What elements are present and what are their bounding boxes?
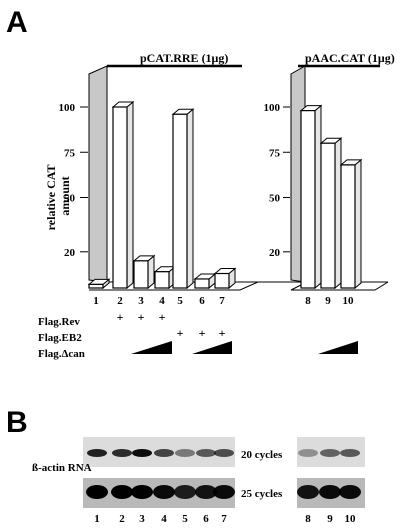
treatment-plus: +	[219, 326, 226, 340]
band-25-lane-5	[174, 485, 196, 499]
dose-ramp-wedge	[318, 341, 358, 354]
y-tick-label-left: 100	[59, 102, 76, 114]
y-axis-label: relative CAT amount	[44, 162, 72, 231]
y-tick-label-right: 50	[269, 193, 281, 205]
band-20-lane-1	[87, 449, 107, 457]
band-20-lane-5	[175, 449, 195, 457]
blot-lane-label-2: 2	[119, 513, 125, 525]
group-label-pcat-rre: pCAT.RRE (1μg)	[140, 51, 228, 65]
y-tick-label-left: 20	[64, 247, 76, 259]
lane-label-7: 7	[219, 295, 225, 307]
band-25-lane-7	[213, 485, 235, 499]
treatment-label: Flag.Δcan	[38, 348, 85, 360]
treatment-label: Flag.Rev	[38, 316, 80, 328]
lane-label-4: 4	[159, 295, 165, 307]
treatment-plus: +	[117, 310, 124, 324]
dose-ramp-wedge	[192, 341, 232, 354]
bar-10	[340, 164, 356, 289]
blot-lane-label-5: 5	[182, 513, 188, 525]
bar-6	[194, 278, 210, 289]
band-20-lane-3	[132, 449, 152, 457]
panel-a-label: A	[6, 6, 28, 39]
group-label-paac-cat: pAAC.CAT (1μg)	[305, 51, 395, 65]
band-20-lane-10	[340, 449, 360, 457]
bar-9	[320, 142, 336, 289]
blot-lane-label-4: 4	[161, 513, 167, 525]
y-tick-label-left: 75	[64, 147, 76, 159]
blot-lane-label-8: 8	[305, 513, 311, 525]
band-25-lane-2	[111, 485, 133, 499]
treatment-plus: +	[159, 310, 166, 324]
band-25-lane-1	[86, 485, 108, 499]
band-20-lane-8	[298, 449, 318, 457]
blot-lane-label-1: 1	[94, 513, 100, 525]
bar-side	[354, 158, 362, 290]
panel-b-label: B	[6, 406, 28, 439]
lane-label-1: 1	[93, 295, 99, 307]
band-25-lane-4	[153, 485, 175, 499]
band-25-lane-6	[195, 485, 217, 499]
band-25-lane-3	[131, 485, 153, 499]
treatment-label: Flag.EB2	[38, 332, 82, 344]
band-label-25: 25 cycles	[241, 488, 283, 500]
blot-lane-label-10: 10	[345, 513, 357, 525]
band-25-lane-8	[297, 485, 319, 499]
lane-label-5: 5	[177, 295, 183, 307]
treatment-plus: +	[138, 310, 145, 324]
treatment-plus: +	[199, 326, 206, 340]
band-25-lane-9	[319, 485, 341, 499]
bar-side	[314, 104, 322, 290]
y-tick-label-right: 75	[269, 147, 281, 159]
y-tick-label-right: 20	[269, 247, 281, 259]
lane-label-3: 3	[138, 295, 144, 307]
back-wall-left	[88, 65, 108, 283]
lane-label-10: 10	[343, 295, 355, 307]
band-20-lane-6	[196, 449, 216, 457]
lane-label-6: 6	[199, 295, 205, 307]
blot-lane-label-7: 7	[221, 513, 227, 525]
band-20-lane-7	[214, 449, 234, 457]
bar-side	[186, 108, 194, 290]
bar-7	[214, 272, 230, 289]
blot-lane-label-6: 6	[203, 513, 209, 525]
lane-label-9: 9	[325, 295, 331, 307]
bar-2	[112, 106, 128, 289]
y-tick-label-right: 100	[264, 102, 281, 114]
y-tick-label-left: 50	[64, 193, 76, 205]
bar-3	[133, 260, 149, 289]
bar-5	[172, 113, 188, 289]
band-20-lane-4	[154, 449, 174, 457]
bar-1	[88, 283, 104, 289]
blot-lane-label-9: 9	[327, 513, 333, 525]
bar-8	[300, 110, 316, 289]
band-20-lane-9	[320, 449, 340, 457]
bar-side	[126, 100, 134, 290]
treatment-plus: +	[177, 326, 184, 340]
band-25-lane-10	[339, 485, 361, 499]
blot-row-label: ß-actin RNA	[32, 462, 92, 474]
lane-label-2: 2	[117, 295, 123, 307]
band-20-lane-2	[112, 449, 132, 457]
bar-side	[334, 137, 342, 290]
band-label-20: 20 cycles	[241, 449, 283, 461]
bar-4	[154, 271, 170, 289]
lane-label-8: 8	[305, 295, 311, 307]
blot-lane-label-3: 3	[139, 513, 145, 525]
dose-ramp-wedge	[131, 341, 172, 354]
